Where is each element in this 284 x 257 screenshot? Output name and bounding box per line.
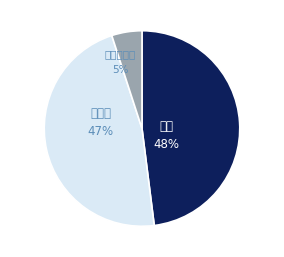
Text: 48%: 48% (153, 138, 179, 151)
Text: 5%: 5% (112, 65, 129, 75)
Wedge shape (112, 31, 142, 128)
Wedge shape (142, 31, 240, 225)
Text: 47%: 47% (88, 125, 114, 138)
Text: わからない: わからない (105, 49, 136, 59)
Text: いいえ: いいえ (90, 107, 111, 120)
Text: はい: はい (159, 120, 174, 133)
Wedge shape (44, 35, 154, 226)
